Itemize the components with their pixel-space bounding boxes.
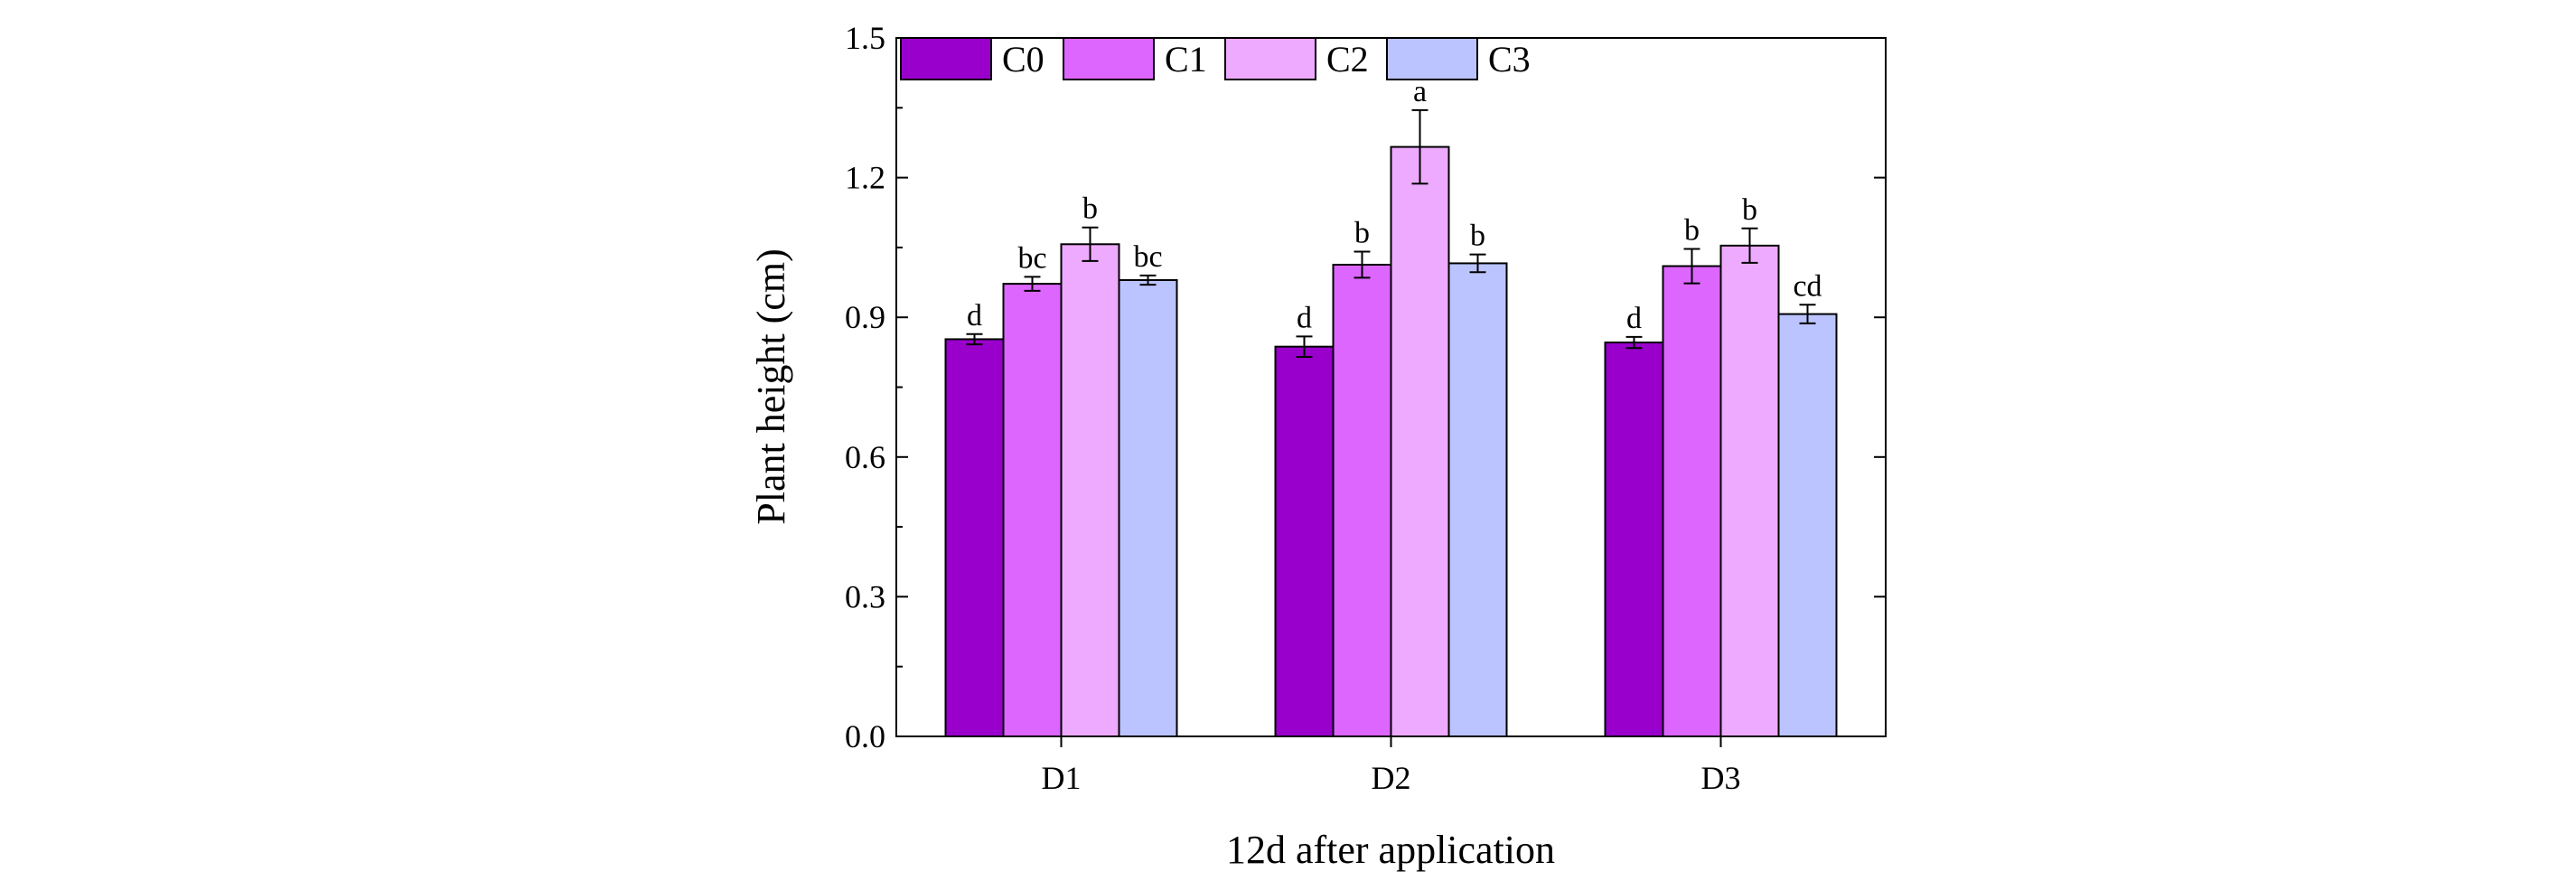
y-tick-label: 1.5: [845, 20, 885, 56]
bar-c1-d3: [1662, 265, 1722, 738]
legend-label: C1: [1165, 39, 1207, 80]
bar-c3-d3: [1777, 313, 1838, 737]
error-bar: [1024, 276, 1041, 292]
significance-label: b: [1354, 217, 1370, 250]
bar-c2-d1: [1060, 243, 1120, 737]
legend-swatch: [1386, 37, 1478, 80]
bar-c0-d1: [944, 338, 1005, 737]
legend-label: C3: [1488, 39, 1531, 80]
bar-c2-d2: [1390, 145, 1450, 737]
legend-item-c0: C0: [900, 37, 1044, 80]
x-tick-label-d2: D2: [1372, 760, 1411, 796]
error-bar: [1411, 108, 1429, 185]
bar-c3-d2: [1447, 262, 1508, 737]
error-bar: [1625, 335, 1643, 350]
significance-label: d: [1297, 301, 1312, 334]
significance-label: b: [1684, 213, 1700, 247]
legend-item-c1: C1: [1063, 37, 1207, 80]
error-bar: [1354, 250, 1371, 279]
error-bar: [1799, 304, 1816, 324]
error-bar: [966, 333, 983, 346]
y-tick-label: 1.2: [845, 160, 885, 196]
error-bar: [1683, 248, 1700, 285]
legend: C0 C1 C2 C3: [900, 37, 1531, 80]
error-bar: [1296, 335, 1313, 359]
significance-label: b: [1742, 193, 1757, 227]
significance-label: b: [1082, 192, 1098, 226]
legend-label: C2: [1326, 39, 1369, 80]
bar-c0-d2: [1274, 345, 1335, 737]
x-tick-label-d3: D3: [1701, 760, 1741, 796]
error-bar: [1139, 274, 1157, 286]
legend-swatch: [1224, 37, 1316, 80]
error-bar: [1469, 253, 1486, 274]
bar-c3-d1: [1118, 278, 1178, 737]
legend-item-c3: C3: [1386, 37, 1531, 80]
error-bar: [1741, 227, 1758, 264]
y-axis: 0.0 0.3 0.6 0.9 1.2 1.5: [845, 20, 1886, 754]
y-tick-label: 0.9: [845, 299, 885, 335]
legend-item-c2: C2: [1224, 37, 1369, 80]
significance-label: bc: [1133, 240, 1162, 274]
bar-c2-d3: [1719, 244, 1780, 737]
x-tick-label-d1: D1: [1042, 760, 1082, 796]
significance-label: d: [1626, 302, 1642, 335]
legend-swatch: [900, 37, 992, 80]
y-tick-label: 0.6: [845, 439, 885, 475]
bar-c0-d3: [1604, 342, 1664, 737]
x-axis: D1 D2 D3: [1042, 736, 1741, 796]
legend-swatch: [1063, 37, 1155, 80]
legend-label: C0: [1002, 39, 1044, 80]
significance-label: a: [1413, 75, 1427, 108]
bars-layer: d d d bc b b b a b bc b cd: [944, 75, 1838, 738]
significance-label: cd: [1793, 269, 1822, 303]
y-axis-title: Plant height (cm): [749, 248, 793, 525]
x-axis-title: 12d after application: [1226, 828, 1555, 872]
y-tick-label: 0.3: [845, 578, 885, 614]
error-bar: [1082, 226, 1099, 262]
significance-label: d: [967, 299, 982, 333]
y-tick-label: 0.0: [845, 718, 885, 754]
bar-c1-d1: [1002, 283, 1063, 737]
significance-label: b: [1470, 220, 1485, 253]
bar-c1-d2: [1332, 263, 1392, 737]
significance-label: bc: [1017, 241, 1046, 275]
